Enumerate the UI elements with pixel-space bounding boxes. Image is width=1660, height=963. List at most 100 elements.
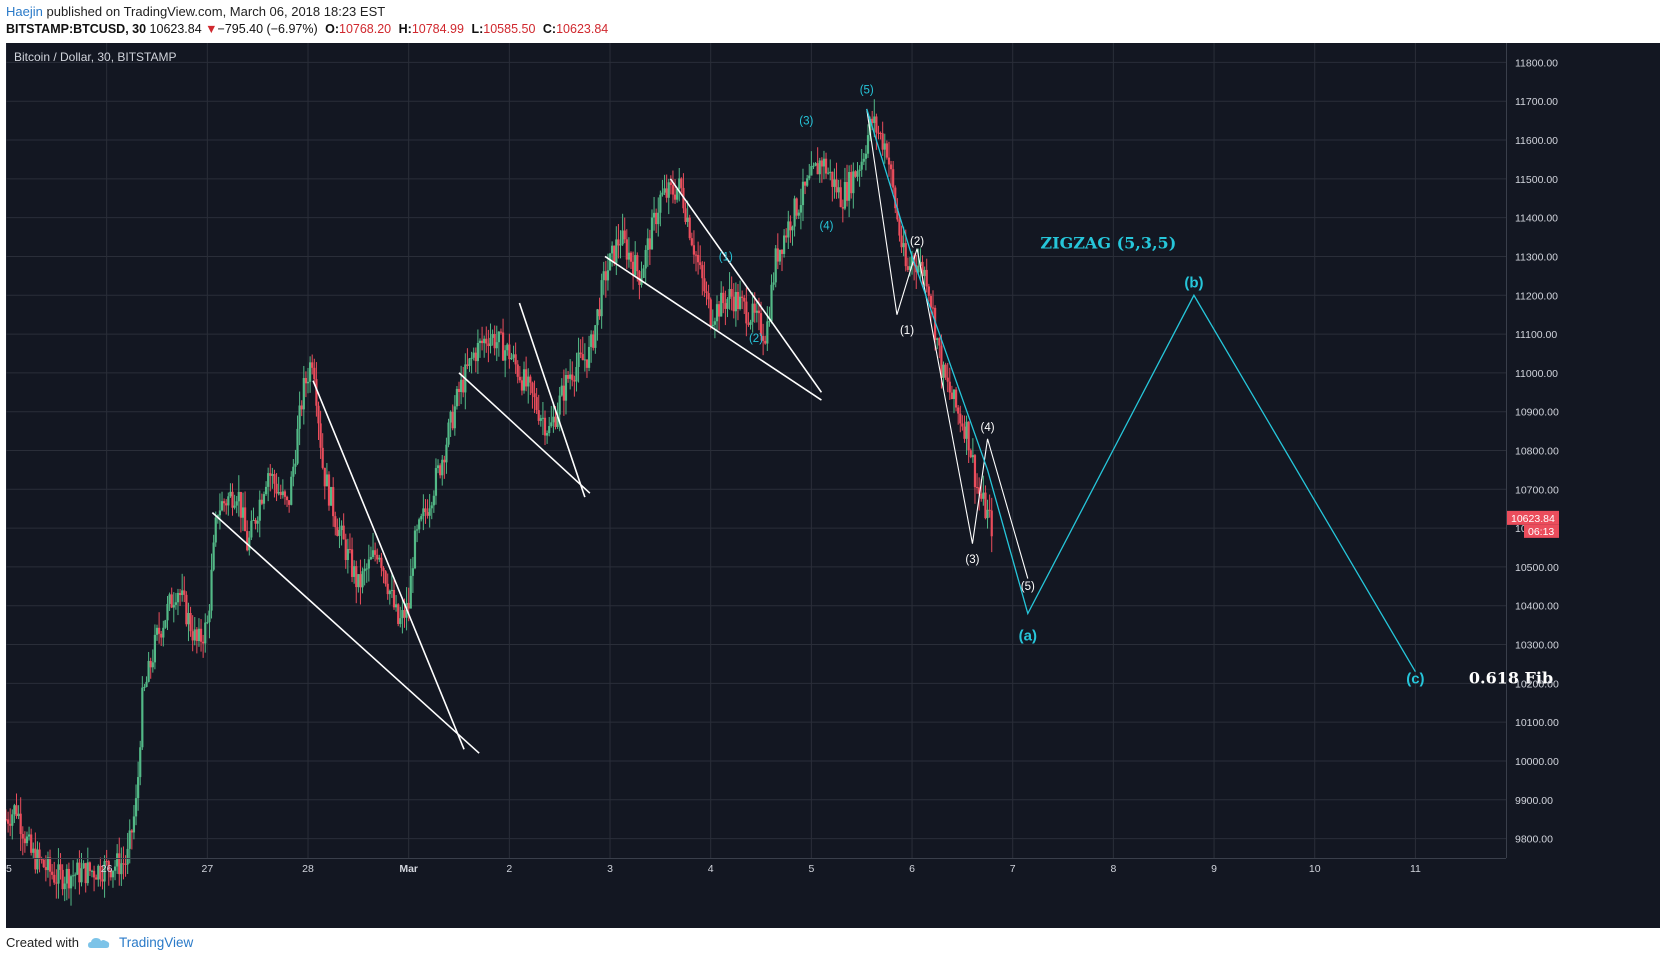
candle-body	[401, 610, 404, 619]
candle-body	[854, 171, 857, 177]
candle-body	[493, 333, 496, 349]
tradingview-link[interactable]: TradingView	[118, 935, 194, 950]
candle-body	[204, 622, 207, 644]
price-axis[interactable]: 9800.00 9900.00 10000.00 10100.00 10200.00 10…	[1507, 57, 1559, 846]
x-tick-label: 4	[708, 863, 714, 875]
wave-label: (2)	[910, 236, 924, 248]
candle-body	[69, 876, 73, 889]
candle-body	[40, 859, 43, 861]
price-chart[interactable]: (5) (3) (4) (1) (2) (2) (1) (4) (3) (5) (a) (b) (c) Z…	[6, 43, 1660, 928]
candle-body	[214, 517, 217, 543]
author-link[interactable]: Haejin	[6, 4, 43, 19]
wave-label: (3)	[799, 116, 813, 128]
trendline	[604, 255, 822, 401]
candle-body	[19, 813, 22, 835]
candle-body	[984, 492, 987, 519]
candle-body	[925, 269, 928, 287]
candle-body	[264, 486, 268, 495]
candle-body	[648, 238, 651, 250]
candle-body	[615, 239, 618, 263]
candle-body	[51, 871, 54, 875]
candle-body	[13, 805, 16, 815]
candle-body	[722, 292, 725, 304]
candle-body	[82, 863, 85, 869]
x-tick-label: Mar	[399, 863, 418, 875]
candle-body	[908, 266, 912, 270]
candle-body	[940, 345, 943, 378]
axis-divider	[1506, 43, 1507, 858]
candle-body	[378, 557, 381, 560]
open-label: O:	[325, 22, 339, 36]
trendline	[518, 302, 586, 498]
candle-body	[107, 861, 110, 871]
candle-body	[225, 503, 228, 506]
candle-body	[583, 359, 586, 361]
candle-body	[181, 590, 184, 596]
candle-body	[497, 331, 500, 343]
candle-body	[678, 178, 681, 190]
candle-body	[783, 235, 786, 254]
candle-body	[36, 849, 39, 870]
candle-body	[663, 188, 666, 193]
time-axis[interactable]: 25 26 27 28 Mar 2 3 4 5 6 7 8 9 10 11	[6, 863, 1421, 875]
x-tick-label: 7	[1010, 863, 1016, 875]
candle-body	[510, 357, 513, 360]
candle-body	[881, 133, 884, 150]
candle-body	[27, 834, 31, 837]
candle-body	[174, 602, 177, 605]
candle-body	[613, 245, 616, 263]
down-arrow-icon: ▼	[205, 22, 218, 36]
candle-body	[197, 628, 201, 642]
candle-body	[892, 169, 895, 188]
candle-body	[294, 463, 297, 467]
grid-lines	[6, 43, 1506, 858]
candle-body	[105, 861, 108, 863]
candle-body	[577, 352, 580, 368]
candle-body	[608, 253, 612, 271]
candle-body	[896, 208, 899, 220]
candle-body	[598, 309, 601, 317]
candle-body	[973, 455, 977, 488]
close-value: 10623.84	[556, 22, 609, 36]
candle-body	[183, 590, 186, 595]
candle-body	[470, 357, 473, 359]
candle-body	[772, 282, 775, 285]
candle-body	[491, 333, 494, 338]
candle-body	[600, 280, 603, 317]
candle-body	[959, 413, 962, 424]
chart-panel[interactable]: (5) (3) (4) (1) (2) (2) (1) (4) (3) (5) (a) (b) (c) Z…	[6, 43, 1660, 928]
candle-body	[673, 194, 677, 200]
candle-body	[153, 634, 157, 663]
candle-body	[923, 269, 926, 277]
candle-body	[466, 364, 469, 366]
wave-label: (4)	[819, 220, 833, 232]
candle-body	[554, 416, 557, 427]
x-tick-label: 8	[1110, 863, 1116, 875]
x-tick-label: 10	[1309, 863, 1321, 875]
candle-body	[757, 310, 761, 314]
candle-body	[594, 325, 597, 348]
candle-body	[164, 620, 167, 628]
candle-body	[449, 411, 452, 423]
candle-body	[866, 135, 870, 154]
candle-body	[15, 805, 18, 817]
candle-body	[988, 509, 991, 511]
candle-body	[432, 495, 435, 506]
candle-body	[835, 179, 838, 193]
candle-body	[799, 205, 802, 213]
candle-body	[917, 265, 920, 273]
candle-body	[546, 433, 549, 436]
candle-body	[32, 848, 35, 853]
x-tick-label: 5	[808, 863, 814, 875]
candle-body	[531, 382, 534, 394]
candle-body	[845, 181, 849, 201]
candle-body	[90, 870, 94, 872]
candle-body	[235, 501, 238, 506]
candle-body	[535, 397, 538, 411]
candle-body	[913, 255, 916, 266]
candle-body	[304, 378, 308, 384]
candle-body	[690, 238, 693, 246]
candle-body	[86, 862, 89, 884]
candle-body	[868, 118, 872, 136]
y-tick-label: 11100.00	[1515, 329, 1557, 341]
